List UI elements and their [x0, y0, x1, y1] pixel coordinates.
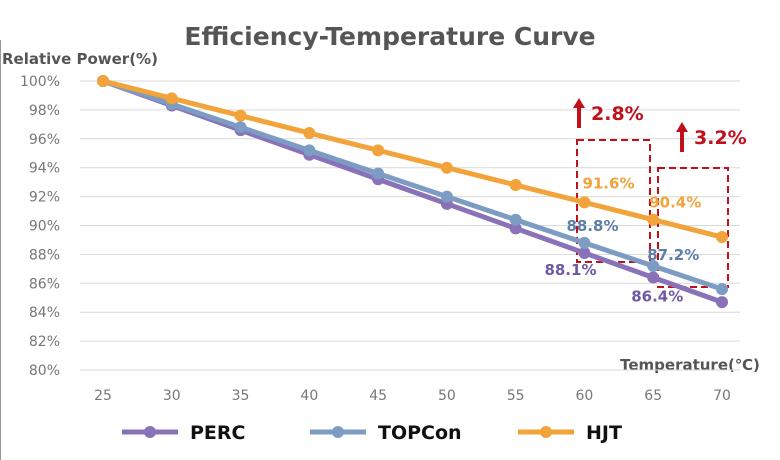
x-tick-label: 45 — [369, 388, 387, 404]
data-point-perc — [509, 222, 522, 235]
chart-title: Efficiency-Temperature Curve — [184, 22, 595, 51]
data-point-topcon — [303, 144, 316, 157]
y-tick-label: 84% — [29, 305, 60, 321]
data-point-perc — [647, 271, 660, 284]
y-tick-label: 82% — [29, 334, 60, 350]
y-tick-label: 90% — [29, 219, 60, 235]
highlight-box — [657, 167, 729, 288]
data-point-hjt — [716, 231, 728, 244]
up-arrow-icon — [676, 122, 688, 152]
data-point-hjt — [165, 92, 178, 105]
x-tick-label: 50 — [438, 388, 456, 404]
x-tick-label: 65 — [644, 388, 662, 404]
y-tick-label: 94% — [29, 161, 60, 177]
y-tick-label: 88% — [29, 247, 60, 263]
data-point-topcon — [234, 121, 247, 134]
x-tick-label: 70 — [713, 388, 731, 404]
x-tick-label: 35 — [232, 388, 250, 404]
y-tick-label: 80% — [29, 363, 60, 379]
y-tick-label: 86% — [29, 276, 60, 292]
y-tick-label: 96% — [29, 132, 60, 148]
x-tick-label: 25 — [94, 388, 112, 404]
data-point-topcon — [372, 167, 385, 180]
up-arrow-icon — [573, 98, 585, 128]
legend-label: PERC — [190, 422, 245, 444]
data-point-hjt — [97, 75, 109, 87]
data-label: 91.6% — [582, 174, 634, 192]
legend-marker — [144, 426, 156, 438]
series-line-hjt — [102, 78, 723, 240]
data-point-hjt — [578, 196, 591, 209]
data-point-perc — [716, 296, 728, 309]
data-label: 90.4% — [649, 194, 701, 212]
legend-marker — [332, 426, 344, 438]
data-point-hjt — [303, 127, 316, 140]
legend-marker — [540, 426, 552, 438]
data-point-topcon — [647, 259, 660, 272]
data-point-topcon — [716, 283, 728, 296]
data-label: 88.8% — [566, 217, 618, 235]
y-tick-label: 98% — [29, 103, 60, 119]
data-label: 86.4% — [631, 288, 683, 306]
legend-label: HJT — [586, 422, 622, 444]
x-tick-label: 40 — [300, 388, 318, 404]
y-tick-label: 100% — [20, 74, 60, 90]
gain-annotation: 2.8% — [591, 103, 644, 125]
x-tick-label: 30 — [163, 388, 181, 404]
legend-label: TOPCon — [378, 422, 462, 444]
data-point-perc — [578, 246, 591, 259]
data-label: 87.2% — [647, 246, 699, 264]
data-label: 88.1% — [544, 261, 596, 279]
data-point-topcon — [440, 190, 453, 203]
data-point-hjt — [372, 144, 385, 157]
x-tick-label: 55 — [507, 388, 525, 404]
data-point-hjt — [509, 179, 522, 192]
x-axis-label: Temperature(℃) — [620, 356, 760, 374]
data-point-hjt — [647, 213, 660, 226]
y-axis-label: Relative Power(%) — [2, 50, 158, 68]
data-point-topcon — [509, 213, 522, 226]
data-point-hjt — [234, 109, 247, 122]
x-tick-label: 60 — [576, 388, 594, 404]
gain-annotation: 3.2% — [694, 127, 747, 149]
data-point-hjt — [440, 161, 453, 174]
data-point-topcon — [578, 236, 591, 249]
y-tick-label: 92% — [29, 190, 60, 206]
series-line-topcon — [102, 78, 723, 292]
